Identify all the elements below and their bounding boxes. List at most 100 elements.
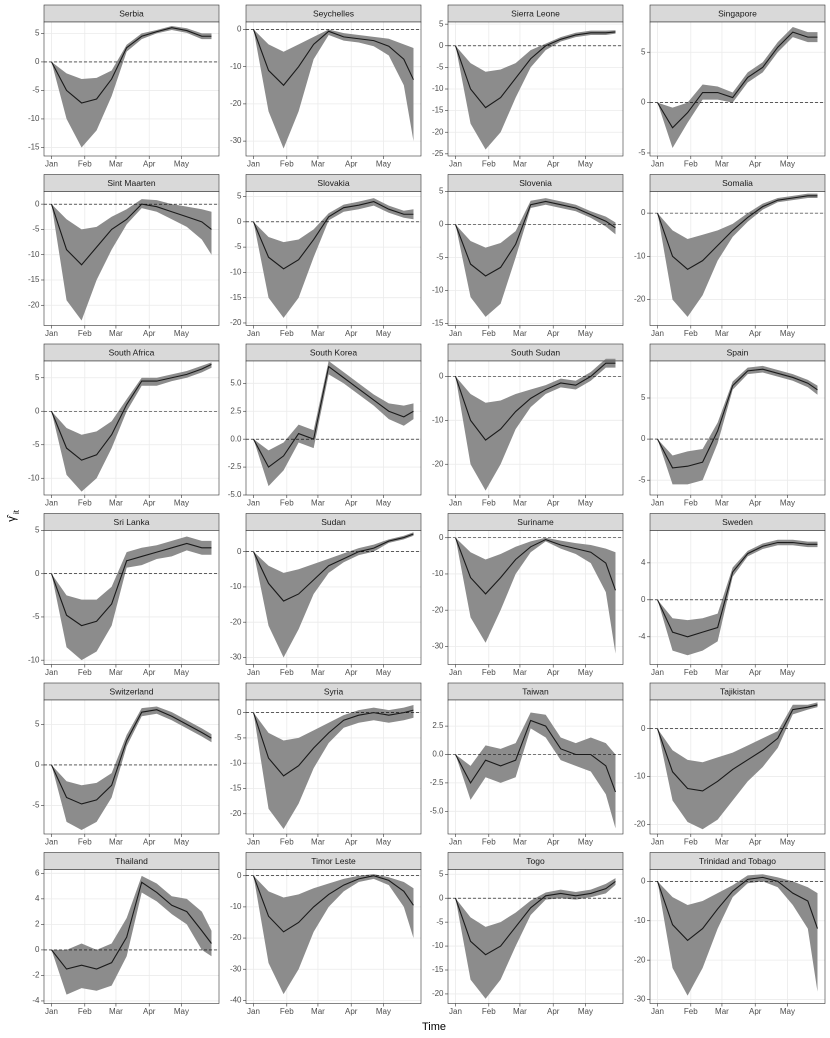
y-tick-label: -30 [230, 964, 242, 973]
y-tick-label: -20 [432, 127, 444, 136]
confidence-band [253, 198, 414, 318]
x-tick-label: Feb [482, 668, 496, 677]
x-tick-label: Jan [247, 160, 260, 169]
panel-border [43, 869, 220, 1004]
estimate-line [252, 875, 414, 933]
y-tick-label: -10 [230, 268, 242, 277]
x-tick-label: Mar [715, 838, 729, 847]
panel-title: South Sudan [511, 347, 560, 357]
panel: Sri Lanka -10 -5 0 5 Jan Feb Mar Apr May [28, 513, 220, 677]
y-tick-label: -10 [432, 941, 444, 950]
y-tick-label: 4 [641, 558, 646, 567]
y-tick-label: 2.5 [230, 406, 242, 415]
x-tick-label: May [578, 499, 593, 508]
x-tick-label: Feb [482, 499, 496, 508]
x-tick-label: May [174, 329, 189, 338]
x-tick-label: Apr [345, 838, 358, 847]
y-tick-label: -10 [28, 114, 40, 123]
x-tick-label: Jan [449, 668, 462, 677]
y-tick-label: -10 [230, 902, 242, 911]
y-tick-label: 5 [35, 29, 40, 38]
x-tick-label: Apr [143, 668, 156, 677]
x-tick-label: May [174, 160, 189, 169]
y-tick-label: -10 [634, 772, 646, 781]
estimate-line [656, 876, 819, 942]
y-tick-label: 0.0 [432, 750, 444, 759]
panel-border [43, 191, 220, 326]
estimate-line [50, 542, 212, 627]
x-tick-label: Feb [78, 160, 92, 169]
y-tick-label: -10 [230, 582, 242, 591]
y-tick-label: 5 [35, 719, 40, 728]
x-tick-label: Feb [482, 329, 496, 338]
confidence-band [51, 536, 212, 661]
x-tick-label: Feb [482, 1007, 496, 1016]
panel-title: Tajikistan [720, 686, 755, 696]
panel-border [447, 21, 624, 157]
x-tick-label: Mar [513, 668, 527, 677]
x-tick-label: May [376, 499, 391, 508]
y-tick-label: -15 [432, 965, 444, 974]
panel-title: Slovakia [317, 178, 349, 188]
x-tick-label: Feb [684, 329, 698, 338]
y-tick-label: -20 [432, 989, 444, 998]
x-tick-label: Mar [109, 329, 123, 338]
panel: Trinidad and Tobago -30 -20 -10 0 Jan Feb Mar Ap… [634, 852, 826, 1016]
x-tick-label: Apr [749, 1007, 762, 1016]
x-tick-label: May [578, 668, 593, 677]
estimate-line [252, 29, 414, 87]
x-tick-label: Mar [311, 329, 325, 338]
y-tick-label: 5 [641, 393, 646, 402]
confidence-band [455, 30, 616, 150]
x-tick-label: Mar [109, 838, 123, 847]
panel: South Sudan -20 -10 0 Jan Feb Mar Apr May [432, 343, 624, 508]
y-tick-label: 0.0 [230, 434, 242, 443]
panel: Slovenia -15 -10 -5 0 5 Jan Feb Mar Apr May [432, 174, 624, 338]
panel-border [43, 21, 220, 157]
confidence-band [657, 193, 818, 317]
panel-border [649, 869, 826, 1004]
x-tick-label: Apr [143, 838, 156, 847]
estimate-line [656, 195, 818, 270]
y-tick-label: 5 [35, 526, 40, 535]
y-tick-label: -5.0 [430, 806, 444, 815]
y-tick-label: -10 [432, 84, 444, 93]
x-tick-label: Apr [143, 1007, 156, 1016]
x-tick-label: Jan [45, 329, 58, 338]
panel-title: Syria [324, 686, 344, 696]
x-tick-label: May [578, 838, 593, 847]
panel-border [245, 699, 422, 835]
y-tick-label: 5 [35, 373, 40, 382]
y-tick-label: -10 [432, 569, 444, 578]
y-tick-label: -15 [432, 319, 444, 328]
x-tick-label: Feb [280, 1007, 294, 1016]
x-tick-label: Apr [547, 838, 560, 847]
x-tick-label: Jan [651, 329, 664, 338]
panel-border [649, 699, 826, 835]
panel-border [447, 869, 624, 1004]
y-tick-label: 0 [641, 724, 646, 733]
panel: Suriname -30 -20 -10 0 Jan Feb Mar Apr May [432, 513, 624, 677]
estimate-line [455, 537, 617, 595]
x-tick-label: Mar [311, 668, 325, 677]
y-tick-label: -15 [230, 784, 242, 793]
estimate-line [454, 31, 616, 109]
panel: Slovakia -20 -15 -10 -5 0 5 Jan Feb Mar Apr May [230, 174, 422, 338]
x-tick-label: Jan [247, 838, 260, 847]
y-tick-label: 0 [237, 547, 242, 556]
x-tick-label: Apr [749, 499, 762, 508]
y-tick-label: -4 [638, 632, 646, 641]
panel-border [447, 530, 624, 665]
y-axis-title: γ̂ it [6, 509, 21, 522]
x-tick-label: Apr [547, 329, 560, 338]
y-tick-label: -5 [32, 225, 40, 234]
x-tick-label: Mar [513, 329, 527, 338]
panel: Timor Leste -40 -30 -20 -10 0 Jan Feb Mar Apr May [230, 852, 422, 1016]
estimate-line [51, 709, 212, 805]
confidence-band [657, 365, 818, 485]
y-tick-label: -20 [432, 605, 444, 614]
x-tick-label: May [174, 1007, 189, 1016]
x-tick-label: Jan [45, 838, 58, 847]
y-tick-label: -5 [436, 62, 444, 71]
x-tick-label: Jan [651, 668, 664, 677]
